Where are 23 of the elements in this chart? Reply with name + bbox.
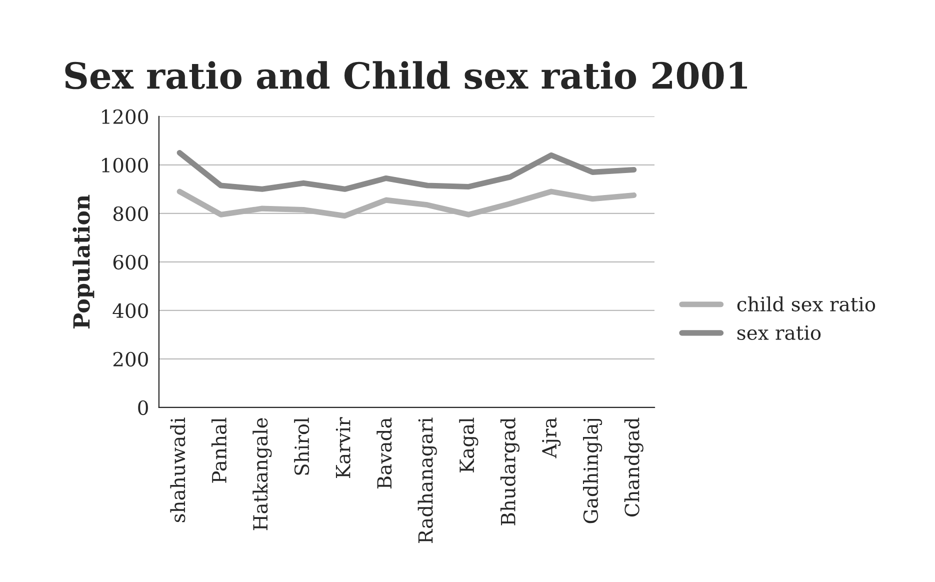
x-tick-label: Karvir <box>336 417 350 478</box>
x-tick-label: Bhudargad <box>500 418 520 526</box>
y-axis-title: Population <box>72 194 94 328</box>
y-tick-label: 1200 <box>102 109 148 124</box>
x-tick-label: Panhal <box>211 418 227 483</box>
y-tick-label: 400 <box>112 303 148 318</box>
y-tick-label: 200 <box>113 352 148 367</box>
y-tick-label: 800 <box>113 206 148 222</box>
y-tick-label: 0 <box>138 400 148 416</box>
x-tick-label: Radhanagari <box>418 418 437 543</box>
chart-title: Sex ratio and Child sex ratio 2001 <box>65 61 748 90</box>
x-tick-label: Kagal <box>459 418 478 472</box>
legend-label: sex ratio <box>737 325 821 340</box>
x-tick-label: Chandgad <box>624 418 644 516</box>
x-tick-label: shahuwadi <box>170 418 186 522</box>
legend-label: child sex ratio <box>737 296 876 312</box>
y-tick-label: 1000 <box>102 158 148 173</box>
x-tick-label: Ajra <box>542 418 561 458</box>
x-tick-label: Gadhinglaj <box>583 419 602 524</box>
x-tick-label: Hatkangale <box>252 418 272 530</box>
x-tick-label: Bavada <box>376 418 392 489</box>
y-tick-label: 600 <box>113 254 148 270</box>
x-tick-label: Shirol <box>294 418 310 475</box>
